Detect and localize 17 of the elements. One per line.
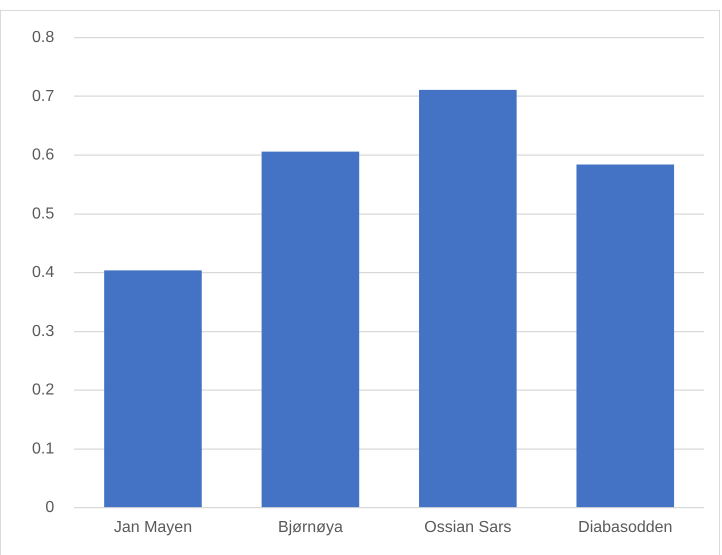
x-tick-label: Diabasodden [578,518,672,536]
y-tick-label: 0.7 [32,88,54,105]
y-tick-label: 0.1 [32,440,54,458]
bar [576,164,674,508]
x-tick-label: Ossian Sars [424,518,512,536]
x-tick-label: Bjørnøya [278,518,343,536]
y-tick-label: 0 [45,499,54,516]
y-tick-label: 0.4 [32,264,54,282]
y-tick-label: 0.2 [32,382,54,399]
y-tick-label: 0.5 [32,205,54,222]
bar [104,270,202,508]
x-tick-label: Jan Mayen [114,518,192,536]
y-tick-label: 0.3 [32,322,54,340]
bar [419,90,517,508]
y-tick-label: 0.6 [32,146,54,164]
y-tick-label: 0.8 [32,29,54,46]
bar [262,152,360,508]
